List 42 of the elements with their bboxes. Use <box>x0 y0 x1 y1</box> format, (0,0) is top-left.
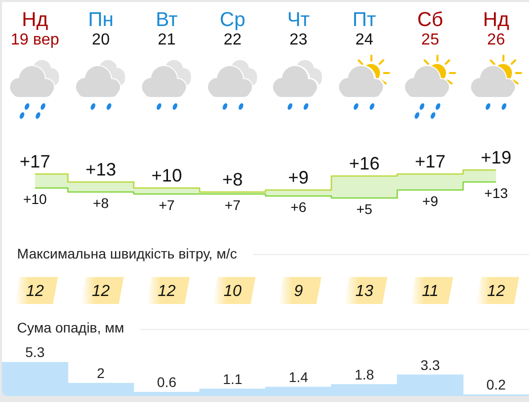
data-label: +8 <box>92 195 110 211</box>
data-label: +7 <box>224 197 241 213</box>
chart-title: Сума опадів, мм <box>17 320 124 336</box>
data-label: 3.3 <box>420 356 440 373</box>
data-label: 12 <box>487 283 506 300</box>
data-label: +8 <box>222 170 243 190</box>
data-label: 0.6 <box>156 374 177 390</box>
data-label: 12 <box>26 283 44 300</box>
x-tick-label: Ср 22 <box>220 9 246 48</box>
data-label: +7 <box>158 197 175 213</box>
data-label: +10 <box>151 166 182 186</box>
data-label: +13 <box>484 185 508 201</box>
text: Максимальна швидкість вітру, м/с <box>17 245 237 262</box>
data-label: 2 <box>96 365 105 382</box>
data-label: 1.4 <box>288 369 308 386</box>
data-label: 13 <box>355 283 374 300</box>
data-label: 0.2 <box>486 376 506 393</box>
data-label: +5 <box>356 201 373 217</box>
x-tick-label: Пн 20 <box>88 9 114 48</box>
data-label: 10 <box>224 283 242 300</box>
data-label: +17 <box>20 152 50 172</box>
x-tick-label: Вт 21 <box>156 9 178 48</box>
data-label: +9 <box>422 193 438 209</box>
data-label: 12 <box>92 283 110 300</box>
data-label: +10 <box>23 191 48 207</box>
data-label: +19 <box>480 148 512 168</box>
data-label: +17 <box>414 152 446 172</box>
data-label: +16 <box>349 154 380 174</box>
x-tick-label: Нд 19 вер <box>10 9 60 48</box>
data-label: 9 <box>294 283 303 300</box>
data-label: 12 <box>158 283 176 300</box>
data-label: +6 <box>290 199 307 215</box>
x-tick-label: Нд 26 <box>483 9 510 48</box>
data-label: 1.8 <box>354 366 374 382</box>
data-label: 11 <box>422 283 438 300</box>
x-tick-label: Пт 24 <box>352 9 376 48</box>
x-tick-label: Чт 23 <box>287 9 310 48</box>
data-label: +9 <box>288 168 309 188</box>
data-label: +13 <box>86 160 116 180</box>
x-tick-label: Сб 25 <box>417 9 444 48</box>
data-label: 1.1 <box>222 370 243 387</box>
data-label: 5.3 <box>25 344 45 360</box>
